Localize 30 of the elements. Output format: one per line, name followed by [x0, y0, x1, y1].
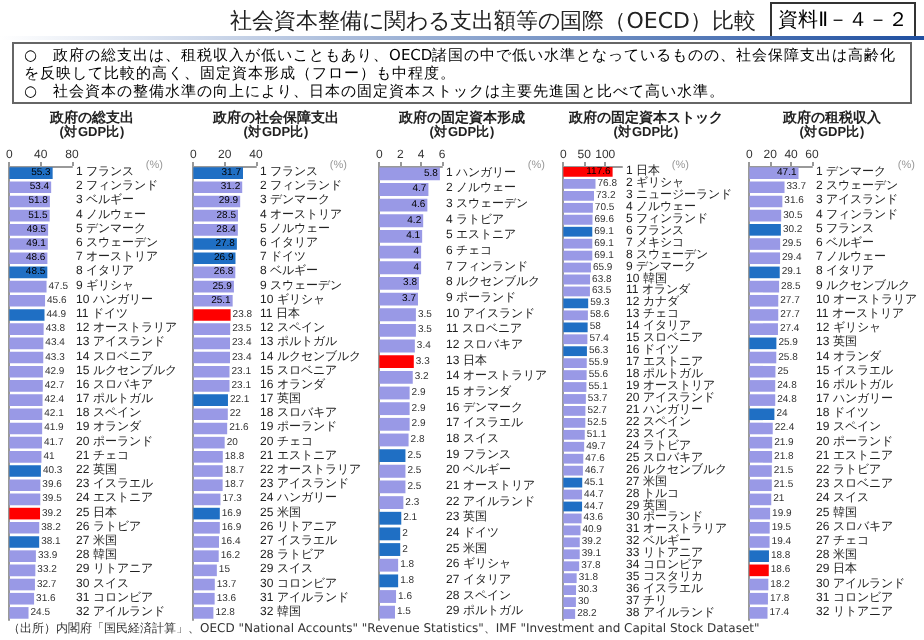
bar: [748, 266, 779, 279]
bar: [563, 489, 583, 500]
bar: [563, 310, 589, 321]
bar: [563, 226, 593, 237]
bar: [378, 449, 406, 463]
bar: [563, 298, 589, 309]
text: 社会資本整備に関わる支出額等の国際（OECD）比較: [228, 6, 756, 36]
bar: [563, 501, 583, 512]
bar: [9, 465, 41, 477]
bar: [194, 167, 244, 179]
bar: [378, 574, 398, 588]
bar: [194, 309, 232, 321]
bar: [378, 558, 398, 572]
bar: [194, 507, 221, 520]
bar: [563, 346, 588, 357]
bar: [748, 337, 776, 350]
bar: [563, 322, 589, 333]
bar: [194, 394, 229, 406]
bar: [748, 408, 774, 421]
bar: [563, 477, 583, 488]
bar: [378, 355, 414, 369]
bar: [9, 309, 45, 321]
text: 資料Ⅱ－４－２: [770, 2, 916, 38]
bar: [9, 521, 40, 534]
bar: [563, 334, 588, 345]
bar: [9, 536, 40, 548]
bar: [748, 224, 781, 236]
bar: [748, 550, 769, 562]
bar: [9, 507, 41, 520]
bar: [748, 564, 768, 577]
